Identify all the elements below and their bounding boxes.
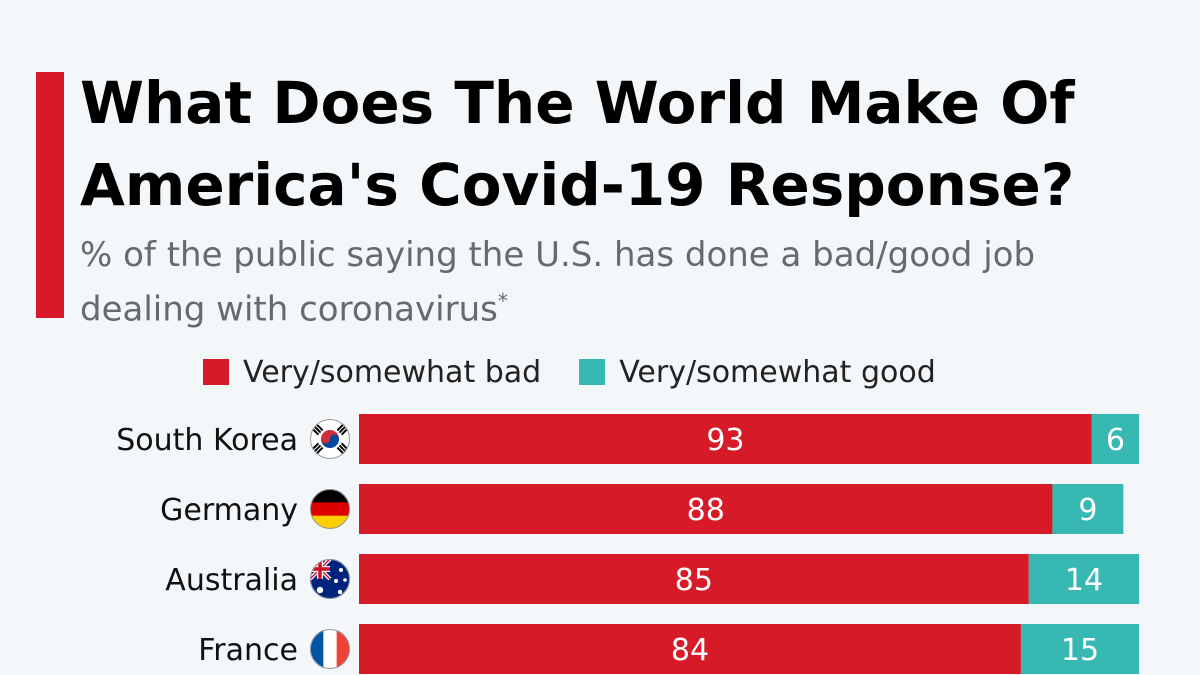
bar-segment-good (1020, 624, 1140, 674)
data-label-good: 14 (1065, 563, 1103, 598)
bar-segment-good (1028, 554, 1140, 604)
chart-legend: Very/somewhat bad Very/somewhat good (203, 352, 974, 392)
chart-subtitle: % of the public saying the U.S. has done… (80, 232, 1180, 332)
bar-segment-good (1091, 414, 1140, 464)
bar-segment-good (1052, 484, 1124, 534)
data-label-bad: 88 (687, 493, 725, 528)
legend-item-good: Very/somewhat good (579, 355, 936, 390)
bar-row: South Korea 93 6 (116, 414, 1140, 464)
bar-row: Germany 88 9 (160, 484, 1124, 534)
stacked-bar-chart: South Korea 93 6 Germany 88 9 Australia 85 14 Fra… (116, 414, 1140, 674)
bar-segment-bad (359, 414, 1092, 464)
south-korea-flag-icon (310, 419, 350, 459)
data-label-bad: 84 (671, 633, 709, 668)
data-label-good: 6 (1106, 423, 1125, 458)
legend-label-bad: Very/somewhat bad (243, 354, 542, 390)
category-label: Germany (160, 493, 298, 528)
data-label-bad: 93 (706, 423, 744, 458)
legend-swatch-bad (203, 359, 229, 385)
data-label-bad: 85 (675, 563, 713, 598)
france-flag-icon (310, 629, 350, 669)
bar-segment-bad (359, 624, 1021, 674)
footnote-marker: * (497, 289, 508, 313)
data-label-good: 9 (1078, 493, 1097, 528)
category-label: Australia (165, 563, 298, 598)
australia-flag-icon (310, 559, 350, 599)
legend-label-good: Very/somewhat good (619, 354, 936, 390)
accent-bar (36, 72, 64, 318)
category-label: South Korea (116, 423, 298, 458)
subtitle-line-2: dealing with coronavirus (80, 289, 498, 330)
bar-row: Australia 85 14 (165, 554, 1140, 604)
bar-row: France 84 15 (198, 624, 1140, 674)
germany-flag-icon (310, 489, 350, 529)
bar-segment-bad (359, 554, 1029, 604)
legend-item-bad: Very/somewhat bad (203, 355, 541, 390)
category-label: France (198, 633, 298, 668)
data-label-good: 15 (1061, 633, 1099, 668)
subtitle-line-1: % of the public saying the U.S. has done… (80, 235, 1036, 275)
bar-segment-bad (359, 484, 1053, 534)
title-line-2: America's Covid-19 Response? (80, 151, 1075, 219)
title-line-1: What Does The World Make Of (80, 69, 1075, 137)
chart-title: What Does The World Make Of America's Co… (80, 62, 1180, 226)
legend-swatch-good (579, 359, 606, 385)
